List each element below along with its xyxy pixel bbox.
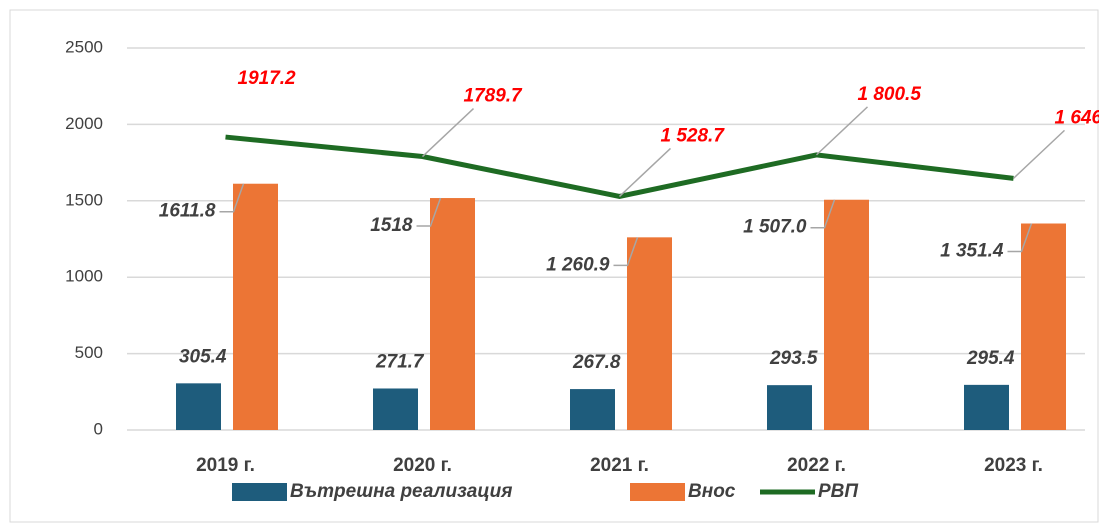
x-tick-label: 2022 г. bbox=[787, 455, 846, 476]
bar bbox=[627, 237, 672, 430]
leader-line bbox=[416, 197, 442, 227]
leader-line bbox=[815, 106, 869, 156]
leader-line bbox=[618, 147, 672, 197]
data-label: 305.4 bbox=[179, 346, 227, 367]
legend-label: Внос bbox=[688, 481, 736, 502]
y-tick-label: 1500 bbox=[65, 190, 103, 209]
y-tick-label: 2500 bbox=[65, 37, 103, 56]
data-label: 271.7 bbox=[375, 351, 425, 372]
bar bbox=[176, 383, 221, 430]
data-label: 1 507.0 bbox=[743, 217, 807, 238]
leader-line bbox=[810, 199, 836, 229]
data-label: 1917.2 bbox=[238, 68, 297, 89]
leader-line bbox=[421, 107, 475, 158]
data-label: 1611.8 bbox=[159, 201, 216, 222]
legend-swatch bbox=[232, 483, 287, 501]
y-tick-label: 1000 bbox=[65, 267, 103, 286]
data-label: 293.5 bbox=[769, 348, 818, 369]
data-label: 1 646.8 bbox=[1055, 107, 1099, 128]
data-label: 1 528.7 bbox=[661, 125, 726, 146]
x-tick-label: 2020 г. bbox=[393, 455, 452, 476]
bar bbox=[1021, 223, 1066, 430]
data-label: 1 260.9 bbox=[546, 254, 610, 275]
bar bbox=[767, 385, 812, 430]
bar bbox=[430, 198, 475, 430]
leader-line bbox=[613, 237, 639, 267]
data-label: 1 351.4 bbox=[940, 241, 1004, 262]
y-tick-label: 2000 bbox=[65, 114, 103, 133]
data-label: 1789.7 bbox=[464, 86, 524, 107]
legend-label: РВП bbox=[818, 481, 858, 502]
legend-swatch bbox=[630, 483, 685, 501]
data-label: 267.8 bbox=[572, 352, 621, 373]
x-tick-label: 2023 г. bbox=[984, 455, 1043, 476]
line bbox=[225, 134, 1014, 199]
bar bbox=[373, 388, 418, 430]
leader-line bbox=[219, 183, 245, 213]
y-tick-label: 500 bbox=[75, 343, 103, 362]
bar bbox=[824, 199, 869, 430]
legend-label: Вътрешна реализация bbox=[290, 481, 512, 502]
x-tick-label: 2019 г. bbox=[196, 455, 255, 476]
y-tick-label: 0 bbox=[94, 419, 103, 438]
chart-frame bbox=[9, 9, 1099, 523]
bar bbox=[964, 384, 1009, 430]
data-label: 1518 bbox=[370, 215, 413, 236]
data-label: 295.4 bbox=[966, 348, 1015, 369]
leader-line bbox=[1007, 223, 1033, 253]
bar bbox=[570, 389, 615, 430]
x-tick-label: 2021 г. bbox=[590, 455, 649, 476]
data-label: 1 800.5 bbox=[858, 84, 922, 105]
bar bbox=[233, 183, 278, 430]
leader-line bbox=[1012, 129, 1066, 179]
